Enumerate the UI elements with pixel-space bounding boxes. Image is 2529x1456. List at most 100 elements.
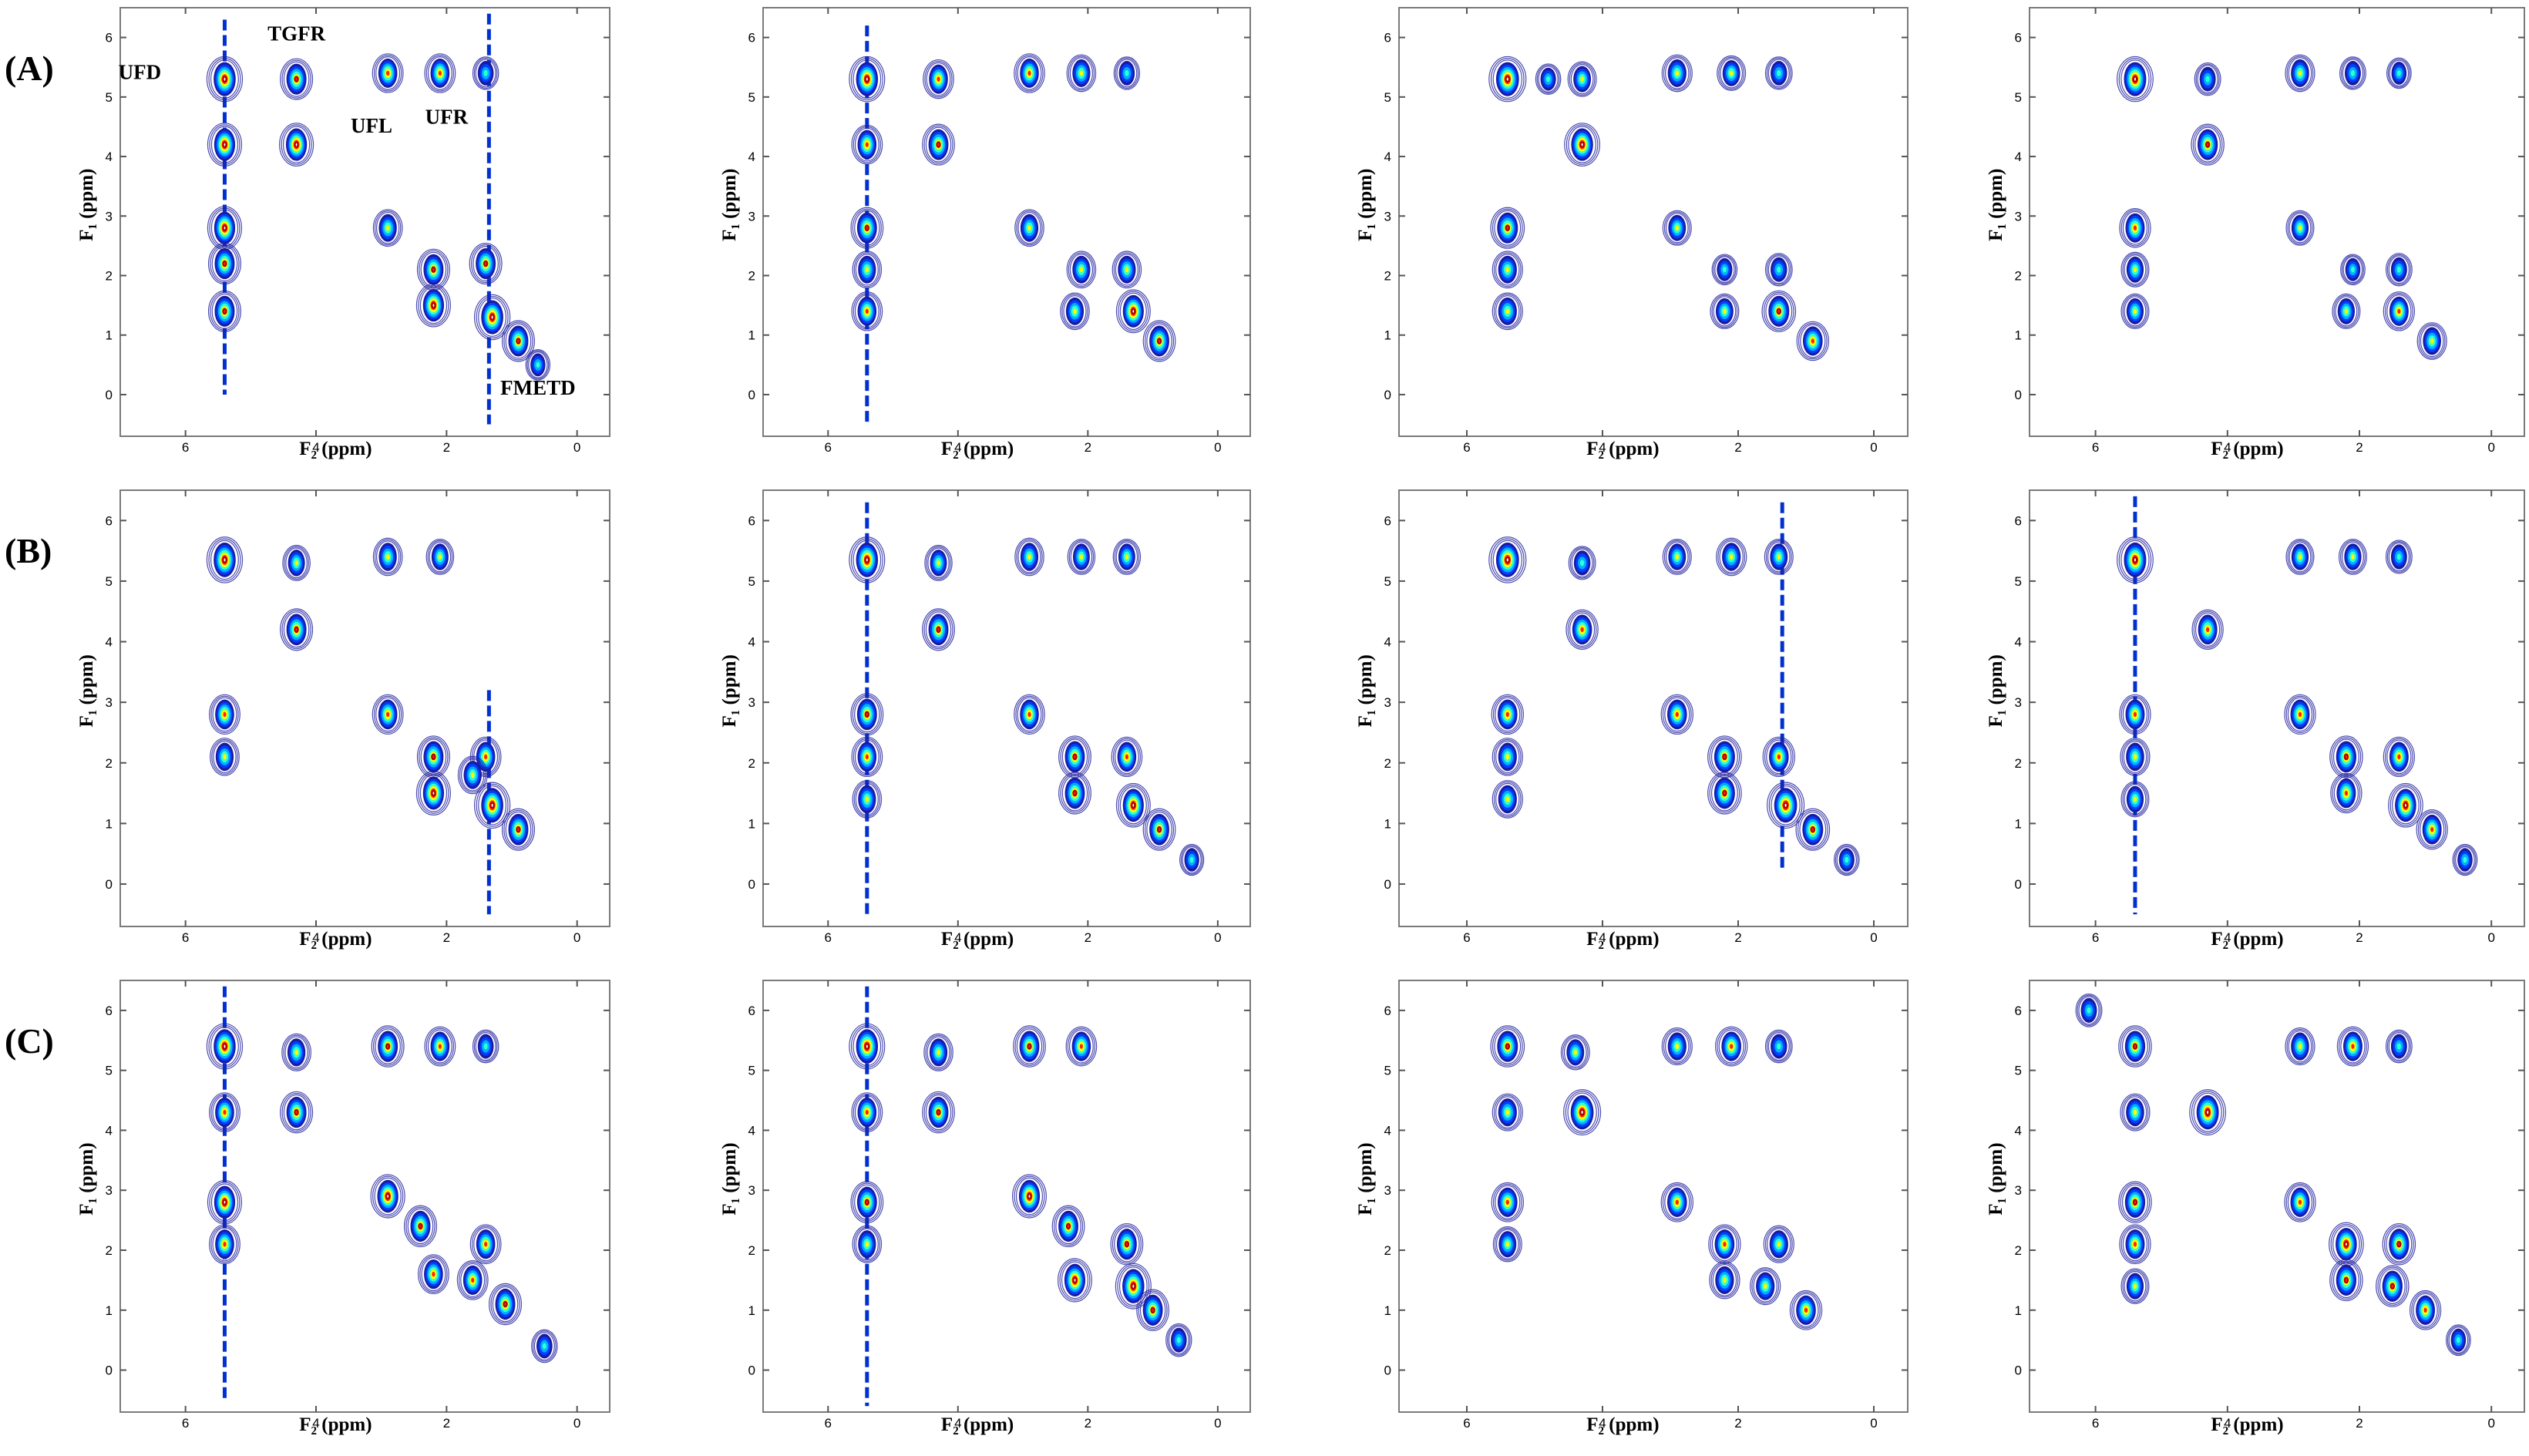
y-tick-label: 3 xyxy=(748,1183,755,1198)
peak xyxy=(1564,123,1601,167)
peak xyxy=(207,1180,243,1225)
peak xyxy=(850,693,884,736)
x-tick-label: 0 xyxy=(573,930,580,945)
x-tick-label: 4 xyxy=(2224,930,2231,945)
peak xyxy=(923,59,954,99)
y-tick-label: 2 xyxy=(2015,1243,2022,1258)
panel-c4: 6 4 2 0 0 1 2 3 4 5 6 F₂ (ppm) F₁ (ppm) xyxy=(1986,980,2525,1435)
x-tick-label: 0 xyxy=(1870,1416,1877,1431)
peak xyxy=(1750,1267,1781,1306)
peak xyxy=(2117,536,2154,583)
row-label-c: (C) xyxy=(5,1021,54,1061)
peak xyxy=(1707,772,1742,815)
y-axis-label: F₁ (ppm) xyxy=(719,654,740,727)
y-tick-label: 4 xyxy=(1384,635,1391,650)
peak xyxy=(2118,1025,2152,1068)
peak xyxy=(525,348,551,381)
peak xyxy=(281,1033,311,1071)
peak xyxy=(922,608,955,651)
y-tick-label: 1 xyxy=(1384,1303,1391,1318)
peak xyxy=(1711,254,1738,286)
peak xyxy=(1491,1182,1525,1222)
peak xyxy=(531,1329,558,1364)
peak xyxy=(2329,1222,2364,1266)
peak xyxy=(282,544,311,581)
peak xyxy=(1761,290,1797,332)
peak xyxy=(1563,1089,1602,1136)
x-tick-label: 4 xyxy=(954,440,961,455)
plot-frame xyxy=(2029,489,2525,927)
y-tick-label: 0 xyxy=(748,1364,755,1378)
y-tick-label: 4 xyxy=(1384,1123,1391,1138)
y-tick-label: 4 xyxy=(2015,635,2022,650)
peak xyxy=(2285,54,2315,92)
plot-frame xyxy=(1398,489,1909,927)
y-axis-label: F₁ (ppm) xyxy=(719,169,740,241)
y-tick-label: 0 xyxy=(2015,388,2022,402)
y-tick-label: 5 xyxy=(1384,574,1391,589)
peak xyxy=(279,123,314,167)
x-tick-label: 2 xyxy=(1734,1416,1741,1431)
peak xyxy=(1660,694,1694,735)
x-tick-label: 2 xyxy=(1085,930,1091,945)
y-tick-label: 0 xyxy=(106,877,113,892)
y-tick-label: 6 xyxy=(106,31,113,45)
peak xyxy=(370,1174,405,1219)
peak xyxy=(1110,1222,1144,1266)
x-tick-label: 0 xyxy=(573,1416,580,1431)
peak xyxy=(849,1023,886,1070)
peak xyxy=(1660,1182,1694,1222)
x-tick-label: 6 xyxy=(1463,440,1470,455)
peak xyxy=(1492,251,1523,289)
peak xyxy=(1567,61,1597,97)
peak xyxy=(280,1091,314,1134)
peak xyxy=(1488,536,1527,583)
peak xyxy=(207,242,241,285)
peak xyxy=(1795,808,1831,851)
y-tick-label: 5 xyxy=(1384,90,1391,105)
plot-frame xyxy=(1398,980,1909,1413)
y-tick-label: 5 xyxy=(2015,574,2022,589)
peak xyxy=(209,1092,240,1133)
peak xyxy=(1710,293,1740,329)
peak xyxy=(2338,539,2367,575)
peak xyxy=(1491,694,1525,735)
peak xyxy=(456,1259,489,1300)
y-tick-label: 0 xyxy=(2015,877,2022,892)
peak xyxy=(1662,539,1692,575)
x-tick-label: 6 xyxy=(2092,930,2099,945)
peak xyxy=(1013,1025,1046,1068)
y-tick-label: 2 xyxy=(2015,269,2022,284)
peak xyxy=(1492,1093,1523,1132)
peak xyxy=(2191,123,2225,166)
peak xyxy=(1762,736,1796,778)
peak xyxy=(1492,780,1523,819)
peak xyxy=(2117,55,2154,103)
y-tick-label: 5 xyxy=(748,574,755,589)
peak xyxy=(1112,539,1142,575)
x-axis-label: F₂ (ppm) xyxy=(1586,929,1659,950)
x-tick-label: 4 xyxy=(312,930,319,945)
peak xyxy=(2376,1265,2410,1307)
peak xyxy=(1767,782,1805,829)
peak xyxy=(1568,546,1596,580)
peak xyxy=(2189,1089,2227,1136)
peak xyxy=(852,780,883,819)
peak xyxy=(473,782,511,829)
peak xyxy=(489,1283,523,1326)
x-tick-label: 0 xyxy=(573,440,580,455)
x-tick-label: 2 xyxy=(1734,440,1741,455)
peak xyxy=(1115,1263,1152,1310)
peak xyxy=(1111,736,1143,778)
panel-b2: 6 4 2 0 0 1 2 3 4 5 6 F₂ (ppm) F₁ (ppm) xyxy=(719,489,1251,950)
peak xyxy=(1661,54,1693,92)
x-axis-label: F₂ (ppm) xyxy=(299,929,372,950)
y-axis-label: F₁ (ppm) xyxy=(1986,1142,2006,1215)
x-axis-label: F₂ (ppm) xyxy=(941,439,1014,459)
y-tick-label: 3 xyxy=(1384,209,1391,224)
y-axis-label: F₁ (ppm) xyxy=(1986,169,2006,241)
annotation-ufd: UFD xyxy=(119,61,162,84)
peak xyxy=(2330,772,2363,814)
peak xyxy=(1136,1289,1170,1332)
